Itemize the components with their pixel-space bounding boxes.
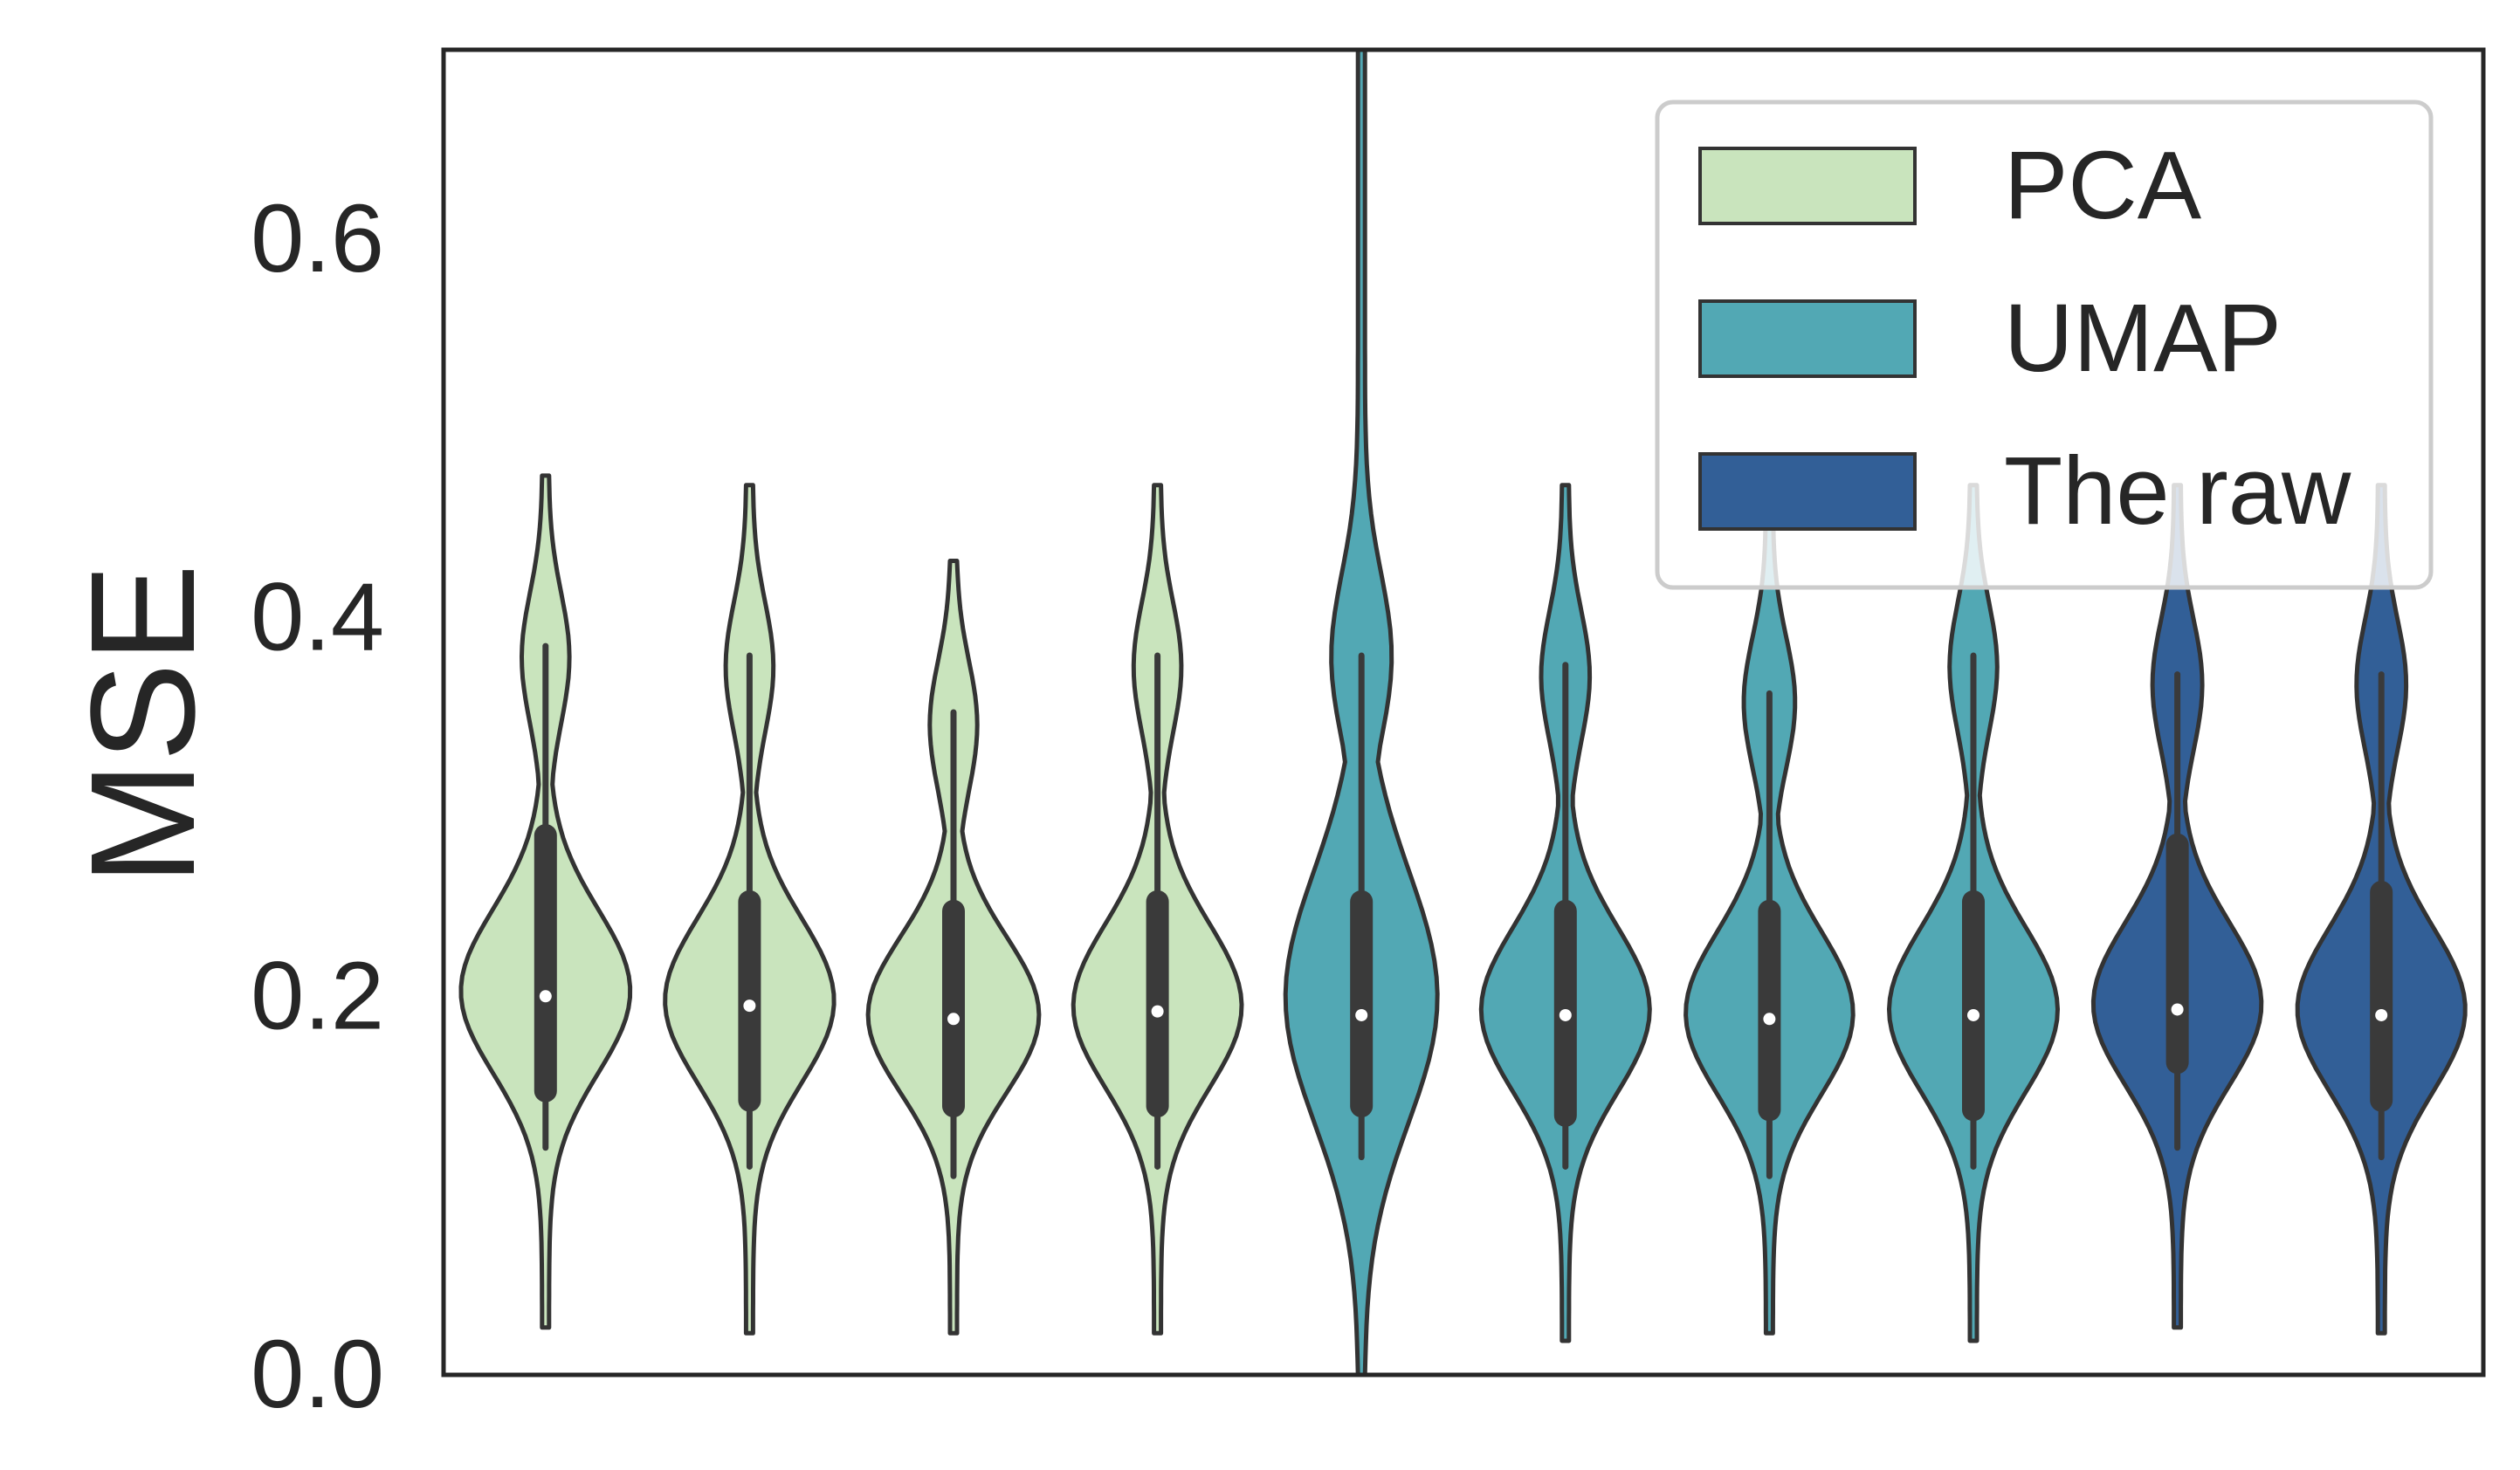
y-tick-label: 0.4: [251, 564, 384, 671]
violin-median-dot: [1967, 1008, 1980, 1021]
violin-median-dot: [539, 990, 552, 1003]
legend-swatch: [1698, 299, 1917, 378]
legend-label: PCA: [2004, 132, 2202, 239]
legend-label: UMAP: [2004, 285, 2282, 392]
violin-median-dot: [1763, 1013, 1776, 1026]
legend-swatch: [1698, 147, 1917, 225]
y-tick-label: 0.2: [251, 942, 384, 1049]
violin-median-dot: [743, 999, 756, 1013]
legend-label: The raw: [2004, 437, 2351, 545]
violin-median-dot: [1355, 1008, 1368, 1021]
violins-group: [458, 47, 2468, 1377]
y-axis-label: MSE: [60, 564, 226, 885]
legend-swatch: [1698, 452, 1917, 531]
y-tick-label: 0.6: [251, 185, 384, 292]
violin-median-dot: [1559, 1008, 1572, 1021]
violin-median-dot: [1151, 1005, 1164, 1018]
violin-median-dot: [2375, 1008, 2388, 1021]
legend: PCA UMAP The raw: [1655, 100, 2434, 590]
plot-frame: [441, 47, 2486, 1377]
violin-median-dot: [947, 1013, 960, 1026]
y-tick-label: 0.0: [251, 1321, 384, 1428]
violin-median-dot: [2171, 1003, 2184, 1016]
y-tick-labels: 0.0 0.2 0.4 0.6: [251, 185, 384, 1428]
